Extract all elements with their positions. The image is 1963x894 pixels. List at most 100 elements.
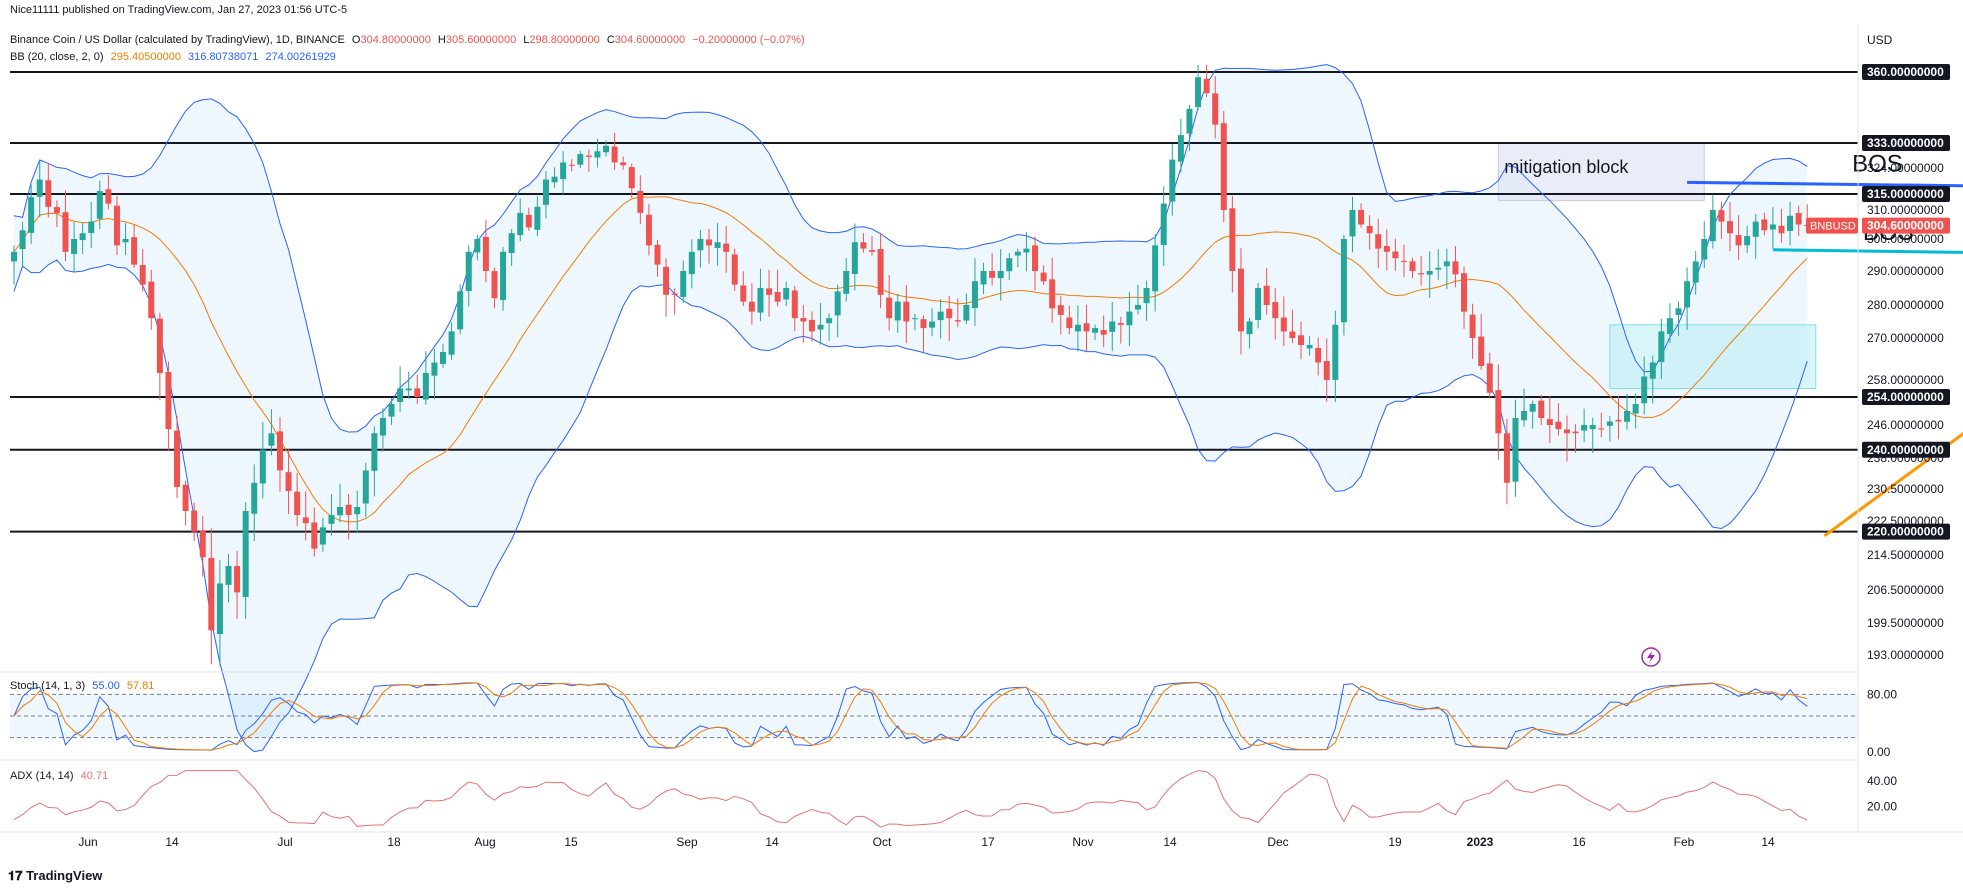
candle bbox=[422, 351, 429, 405]
candle-body bbox=[1366, 225, 1373, 234]
candle-body bbox=[448, 331, 455, 355]
candle-body bbox=[122, 239, 129, 243]
stoch-legend[interactable]: Stoch (14, 1, 3) 55.00 57.81 bbox=[10, 680, 158, 692]
candle bbox=[774, 269, 781, 307]
level-price-label: 254.00000000 bbox=[1867, 390, 1944, 404]
candle bbox=[1160, 186, 1167, 267]
candle-body bbox=[1203, 78, 1210, 94]
candle bbox=[251, 464, 258, 542]
candle-body bbox=[311, 522, 318, 549]
candle bbox=[191, 502, 198, 541]
candle bbox=[688, 239, 695, 289]
candle-body bbox=[1666, 318, 1673, 335]
candle bbox=[826, 313, 833, 341]
candle-body bbox=[808, 319, 815, 332]
candle-body bbox=[1023, 248, 1030, 253]
candle bbox=[88, 201, 95, 249]
candle bbox=[1092, 324, 1099, 340]
candle bbox=[980, 262, 987, 295]
bb-fill bbox=[14, 64, 1808, 752]
candle bbox=[1624, 393, 1631, 430]
candle-body bbox=[757, 288, 764, 313]
candle-body bbox=[1649, 362, 1656, 379]
price-tick-label: 300.00000000 bbox=[1867, 232, 1944, 246]
candle-body bbox=[663, 266, 670, 295]
candle bbox=[1666, 303, 1673, 344]
candle-body bbox=[62, 212, 69, 252]
adx-tick-20: 20.00 bbox=[1867, 800, 1897, 814]
candle-body bbox=[688, 251, 695, 275]
candle-body bbox=[1306, 345, 1313, 349]
candle bbox=[1529, 400, 1536, 429]
candle-body bbox=[766, 288, 773, 295]
lightning-bolt bbox=[1647, 651, 1655, 663]
candle bbox=[1186, 104, 1193, 151]
bos-upper-label: BOS bbox=[1852, 150, 1903, 177]
level-price-box bbox=[1862, 135, 1950, 151]
candle bbox=[1761, 212, 1768, 236]
candle bbox=[1392, 238, 1399, 271]
candle-body bbox=[1744, 236, 1751, 246]
symbol-legend[interactable]: Binance Coin / US Dollar (calculated by … bbox=[10, 34, 809, 46]
stoch-k-value: 55.00 bbox=[92, 680, 120, 692]
level-price-box bbox=[1862, 186, 1950, 202]
candle-body bbox=[611, 146, 618, 163]
candle-body bbox=[731, 254, 738, 285]
candle-body bbox=[96, 191, 103, 219]
candle-body bbox=[1169, 159, 1176, 202]
price-tick-label: 214.50000000 bbox=[1867, 548, 1944, 562]
candle bbox=[989, 253, 996, 286]
candle-body bbox=[79, 233, 86, 241]
candle-body bbox=[319, 527, 326, 545]
candle-body bbox=[1581, 425, 1588, 431]
candle-body bbox=[234, 565, 241, 593]
candle bbox=[585, 149, 592, 173]
price-tick-label: 193.00000000 bbox=[1867, 648, 1944, 662]
candle-body bbox=[379, 418, 386, 436]
candle bbox=[225, 554, 232, 603]
candle-body bbox=[276, 431, 283, 471]
candle bbox=[1057, 296, 1064, 335]
candle bbox=[1332, 310, 1339, 403]
candle bbox=[1014, 248, 1021, 268]
candle bbox=[319, 517, 326, 552]
candle-body bbox=[568, 164, 575, 166]
candle bbox=[1383, 229, 1390, 271]
candle-body bbox=[971, 281, 978, 308]
symbol-badge-box bbox=[1806, 217, 1858, 234]
candle bbox=[1538, 395, 1545, 426]
candle-body bbox=[1212, 93, 1219, 125]
stoch-tick-0: 0.00 bbox=[1867, 745, 1891, 759]
candle bbox=[182, 480, 189, 526]
candle bbox=[551, 167, 558, 188]
candle bbox=[748, 283, 755, 325]
candle-body bbox=[826, 318, 833, 324]
candle-body bbox=[1486, 363, 1493, 393]
candle-body bbox=[783, 288, 790, 300]
tradingview-logo[interactable]: 𝟏𝟕 TradingView bbox=[8, 868, 102, 884]
mitigation-block-zone bbox=[1497, 142, 1705, 201]
bollinger-band-fill bbox=[14, 64, 1808, 752]
candle bbox=[1563, 415, 1570, 462]
candle bbox=[577, 150, 584, 169]
bb-legend[interactable]: BB (20, close, 2, 0) 295.40500000 316.80… bbox=[10, 51, 340, 63]
candle-body bbox=[1263, 285, 1270, 305]
candle-body bbox=[53, 207, 60, 213]
candle-body bbox=[1589, 425, 1596, 430]
adx-legend[interactable]: ADX (14, 14) 40.71 bbox=[10, 770, 112, 782]
time-tick-label: 14 bbox=[1163, 835, 1177, 849]
candle-body bbox=[851, 242, 858, 275]
candle-body bbox=[1718, 210, 1725, 222]
candle-body bbox=[1255, 288, 1262, 321]
candle bbox=[517, 198, 524, 242]
candle-body bbox=[954, 320, 961, 322]
candle bbox=[388, 398, 395, 425]
candle bbox=[997, 249, 1004, 301]
candle bbox=[1109, 301, 1116, 352]
candle-body bbox=[225, 565, 232, 585]
candle-body bbox=[191, 510, 198, 532]
candle bbox=[491, 267, 498, 309]
candle-body bbox=[1769, 224, 1776, 230]
candle-body bbox=[1735, 235, 1742, 246]
